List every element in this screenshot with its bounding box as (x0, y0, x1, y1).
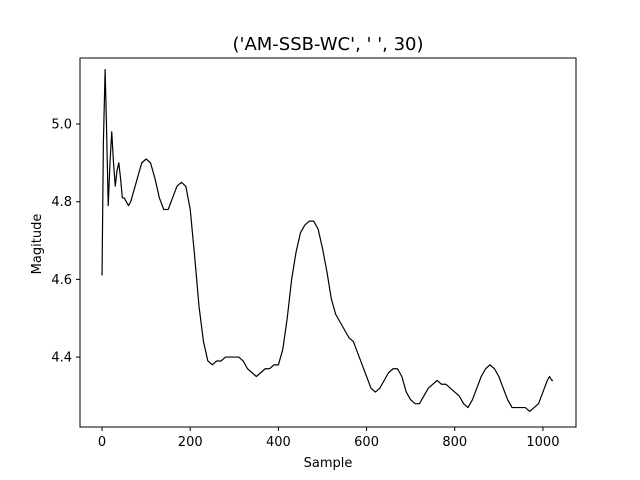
y-tick-label: 4.8 (51, 195, 72, 210)
x-tick-label: 1000 (526, 435, 559, 450)
y-tick-label: 5.0 (51, 118, 72, 133)
x-tick-label: 800 (442, 435, 467, 450)
x-tick-label: 0 (98, 435, 106, 450)
x-axis-ticks: 0 200 400 600 800 1000 (98, 427, 559, 450)
y-tick-label: 4.6 (51, 273, 72, 288)
x-tick-label: 600 (354, 435, 379, 450)
plot-area (101, 69, 554, 413)
axes-frame (79, 57, 577, 428)
y-axis-label: Magitude (30, 214, 45, 275)
x-axis-label: Sample (304, 456, 353, 471)
y-axis-ticks: 4.4 4.6 4.8 5.0 (51, 118, 80, 366)
x-tick-label: 200 (178, 435, 203, 450)
series-line-0 (101, 69, 554, 413)
x-tick-label: 400 (266, 435, 291, 450)
y-tick-label: 4.4 (51, 351, 72, 366)
chart-title: ('AM-SSB-WC', ' ', 30) (232, 34, 423, 55)
